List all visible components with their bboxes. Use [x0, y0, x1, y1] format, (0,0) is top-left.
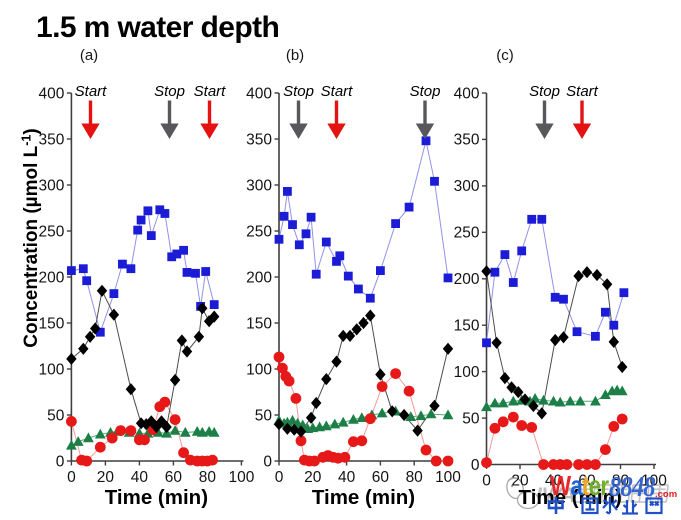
- svg-text:0: 0: [56, 453, 65, 470]
- svg-text:1.5 m water depth: 1.5 m water depth: [36, 11, 279, 44]
- svg-text:100: 100: [435, 469, 461, 486]
- svg-text:20: 20: [97, 469, 115, 486]
- svg-text:Time (min): Time (min): [312, 486, 415, 509]
- svg-text:60: 60: [165, 469, 183, 486]
- svg-text:300: 300: [246, 177, 272, 194]
- svg-text:400: 400: [39, 85, 65, 102]
- svg-text:50: 50: [255, 407, 273, 424]
- svg-text:80: 80: [406, 469, 424, 486]
- svg-text:150: 150: [39, 315, 65, 332]
- svg-text:300: 300: [39, 177, 65, 194]
- svg-text:Start: Start: [194, 83, 227, 100]
- svg-text:350: 350: [39, 131, 65, 148]
- svg-text:0: 0: [67, 469, 76, 486]
- svg-text:200: 200: [246, 269, 272, 286]
- svg-text:50: 50: [47, 407, 65, 424]
- svg-text:Start: Start: [566, 83, 599, 100]
- svg-text:Time (min): Time (min): [519, 486, 622, 509]
- svg-text:(a): (a): [80, 47, 98, 64]
- svg-text:250: 250: [39, 223, 65, 240]
- svg-text:100: 100: [246, 361, 272, 378]
- svg-text:0: 0: [263, 453, 272, 470]
- svg-text:20: 20: [304, 469, 322, 486]
- svg-text:Stop: Stop: [154, 83, 185, 100]
- svg-text:80: 80: [199, 469, 217, 486]
- svg-text:0: 0: [275, 469, 284, 486]
- svg-text:100: 100: [454, 364, 480, 381]
- svg-text:(c): (c): [496, 47, 514, 64]
- svg-text:150: 150: [454, 318, 480, 335]
- svg-text:350: 350: [454, 132, 480, 149]
- svg-text:80: 80: [612, 473, 630, 490]
- svg-text:.com: .com: [655, 489, 677, 500]
- svg-text:8848: 8848: [609, 472, 655, 503]
- svg-text:300: 300: [454, 178, 480, 195]
- svg-text:250: 250: [246, 223, 272, 240]
- svg-text:Time (min): Time (min): [105, 486, 208, 509]
- svg-text:400: 400: [246, 85, 272, 102]
- svg-text:50: 50: [462, 410, 480, 427]
- svg-text:150: 150: [246, 315, 272, 332]
- svg-text:Stop: Stop: [283, 83, 314, 100]
- svg-text:100: 100: [641, 473, 667, 490]
- svg-text:0: 0: [482, 473, 491, 490]
- svg-text:60: 60: [372, 469, 390, 486]
- svg-text:350: 350: [246, 131, 272, 148]
- svg-text:200: 200: [454, 271, 480, 288]
- svg-text:Stop: Stop: [410, 83, 441, 100]
- svg-text:100: 100: [228, 469, 254, 486]
- svg-text:100: 100: [39, 361, 65, 378]
- svg-text:Start: Start: [321, 83, 354, 100]
- svg-text:400: 400: [454, 85, 480, 102]
- svg-text:Stop: Stop: [529, 83, 560, 100]
- svg-text:IWA: IWA: [536, 484, 576, 507]
- svg-text:60: 60: [578, 473, 596, 490]
- svg-text:0: 0: [471, 457, 480, 474]
- svg-text:250: 250: [454, 225, 480, 242]
- svg-text:(b): (b): [286, 47, 304, 64]
- svg-text:Water: Water: [550, 471, 609, 502]
- svg-text:Concentration (µmol L-1): Concentration (µmol L-1): [20, 128, 43, 347]
- svg-text:Start: Start: [75, 83, 108, 100]
- svg-text:200: 200: [39, 269, 65, 286]
- svg-text:40: 40: [545, 473, 563, 490]
- svg-text:40: 40: [131, 469, 149, 486]
- svg-text:20: 20: [511, 473, 529, 490]
- svg-text:40: 40: [338, 469, 356, 486]
